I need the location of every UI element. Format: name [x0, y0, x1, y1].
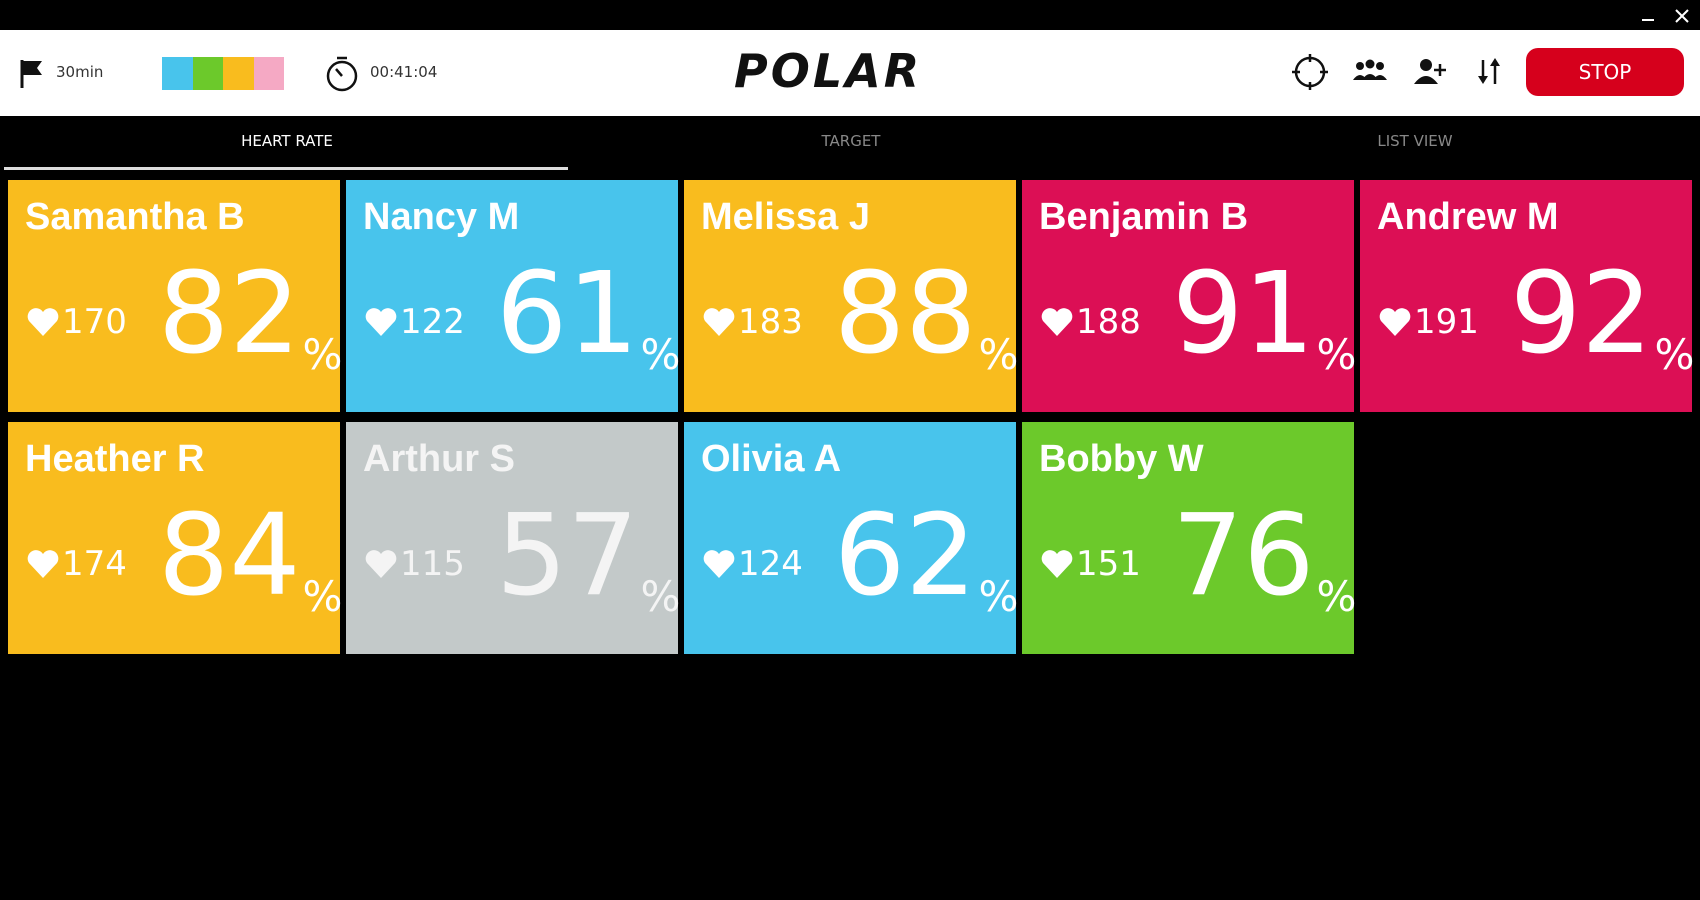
percent-unit: %: [1316, 572, 1357, 621]
percent-unit: %: [302, 572, 343, 621]
target-icon[interactable]: [1290, 52, 1330, 92]
flag-icon: [20, 60, 42, 88]
heart-rate: 191: [1414, 302, 1479, 342]
heart-rate: 151: [1076, 544, 1141, 584]
heart-rate: 124: [738, 544, 803, 584]
athlete-tile[interactable]: Andrew M 191 92%: [1360, 180, 1695, 412]
heart-rate-row: 151: [1040, 544, 1141, 584]
athlete-tile[interactable]: Nancy M 122 61%: [346, 180, 681, 412]
athlete-tile[interactable]: Benjamin B 188 91%: [1022, 180, 1357, 412]
tab[interactable]: HEART RATE: [241, 132, 333, 150]
zone-segment: [223, 57, 254, 90]
percent: 92: [1510, 249, 1653, 379]
percent-unit: %: [978, 330, 1019, 379]
athlete-name: Heather R: [25, 438, 205, 480]
add-person-icon[interactable]: [1410, 54, 1450, 90]
stop-button[interactable]: STOP: [1526, 48, 1684, 96]
percent: 82: [158, 249, 301, 379]
logo: POLAR: [734, 44, 923, 98]
athlete-name: Melissa J: [701, 196, 870, 238]
window-controls[interactable]: [1640, 8, 1692, 24]
heart-rate-row: 122: [364, 302, 465, 342]
percent: 84: [158, 491, 301, 621]
athlete-name: Nancy M: [363, 196, 520, 238]
sort-icon[interactable]: [1474, 54, 1504, 90]
zone-segment: [162, 57, 193, 90]
heart-icon: [1041, 308, 1073, 336]
athlete-tile[interactable]: Heather R 174 84%: [8, 422, 343, 654]
heart-rate-row: 170: [26, 302, 127, 342]
tab[interactable]: TARGET: [821, 132, 881, 150]
zone-bar: [162, 57, 284, 90]
heart-rate: 122: [400, 302, 465, 342]
athlete-name: Arthur S: [363, 438, 515, 480]
percent-unit: %: [640, 572, 681, 621]
zone-segment: [253, 57, 284, 90]
heart-icon: [703, 308, 735, 336]
header: 30min 00:41:04 POLAR STOP: [0, 30, 1700, 116]
heart-icon: [1041, 550, 1073, 578]
zone-segment: [192, 57, 223, 90]
heart-rate: 115: [400, 544, 465, 584]
percent: 62: [834, 491, 977, 621]
heart-rate: 174: [62, 544, 127, 584]
heart-rate: 170: [62, 302, 127, 342]
percent: 88: [834, 249, 977, 379]
percent: 61: [496, 249, 639, 379]
title-bar: [0, 0, 1700, 30]
duration: 30min: [56, 63, 104, 81]
heart-rate-row: 183: [702, 302, 803, 342]
athlete-name: Andrew M: [1377, 196, 1559, 238]
heart-icon: [27, 308, 59, 336]
stopwatch-icon: [326, 56, 358, 92]
heart-icon: [703, 550, 735, 578]
athlete-tile[interactable]: Melissa J 183 88%: [684, 180, 1019, 412]
athlete-name: Samantha B: [25, 196, 245, 238]
heart-rate-row: 115: [364, 544, 465, 584]
tab[interactable]: LIST VIEW: [1377, 132, 1453, 150]
heart-icon: [365, 550, 397, 578]
heart-icon: [1379, 308, 1411, 336]
heart-icon: [27, 550, 59, 578]
heart-rate: 188: [1076, 302, 1141, 342]
heart-rate-row: 191: [1378, 302, 1479, 342]
heart-icon: [365, 308, 397, 336]
heart-rate-row: 124: [702, 544, 803, 584]
athlete-tile[interactable]: Arthur S 115 57%: [346, 422, 681, 654]
heart-rate-row: 188: [1040, 302, 1141, 342]
percent-unit: %: [302, 330, 343, 379]
percent-unit: %: [640, 330, 681, 379]
tab-bar: HEART RATE TARGET LIST VIEW: [0, 116, 1700, 170]
athlete-name: Benjamin B: [1039, 196, 1249, 238]
percent: 76: [1172, 491, 1315, 621]
heart-rate-row: 174: [26, 544, 127, 584]
heart-rate: 183: [738, 302, 803, 342]
percent-unit: %: [1316, 330, 1357, 379]
athlete-tile[interactable]: Bobby W 151 76%: [1022, 422, 1357, 654]
athlete-tile[interactable]: Olivia A 124 62%: [684, 422, 1019, 654]
group-icon[interactable]: [1350, 54, 1390, 90]
athlete-name: Bobby W: [1039, 438, 1204, 480]
percent: 91: [1172, 249, 1315, 379]
athlete-name: Olivia A: [701, 438, 842, 480]
athlete-tile[interactable]: Samantha B 170 82%: [8, 180, 343, 412]
percent-unit: %: [1654, 330, 1695, 379]
percent: 57: [496, 491, 639, 621]
percent-unit: %: [978, 572, 1019, 621]
active-tab-indicator: [4, 167, 568, 170]
timer: 00:41:04: [370, 63, 438, 81]
